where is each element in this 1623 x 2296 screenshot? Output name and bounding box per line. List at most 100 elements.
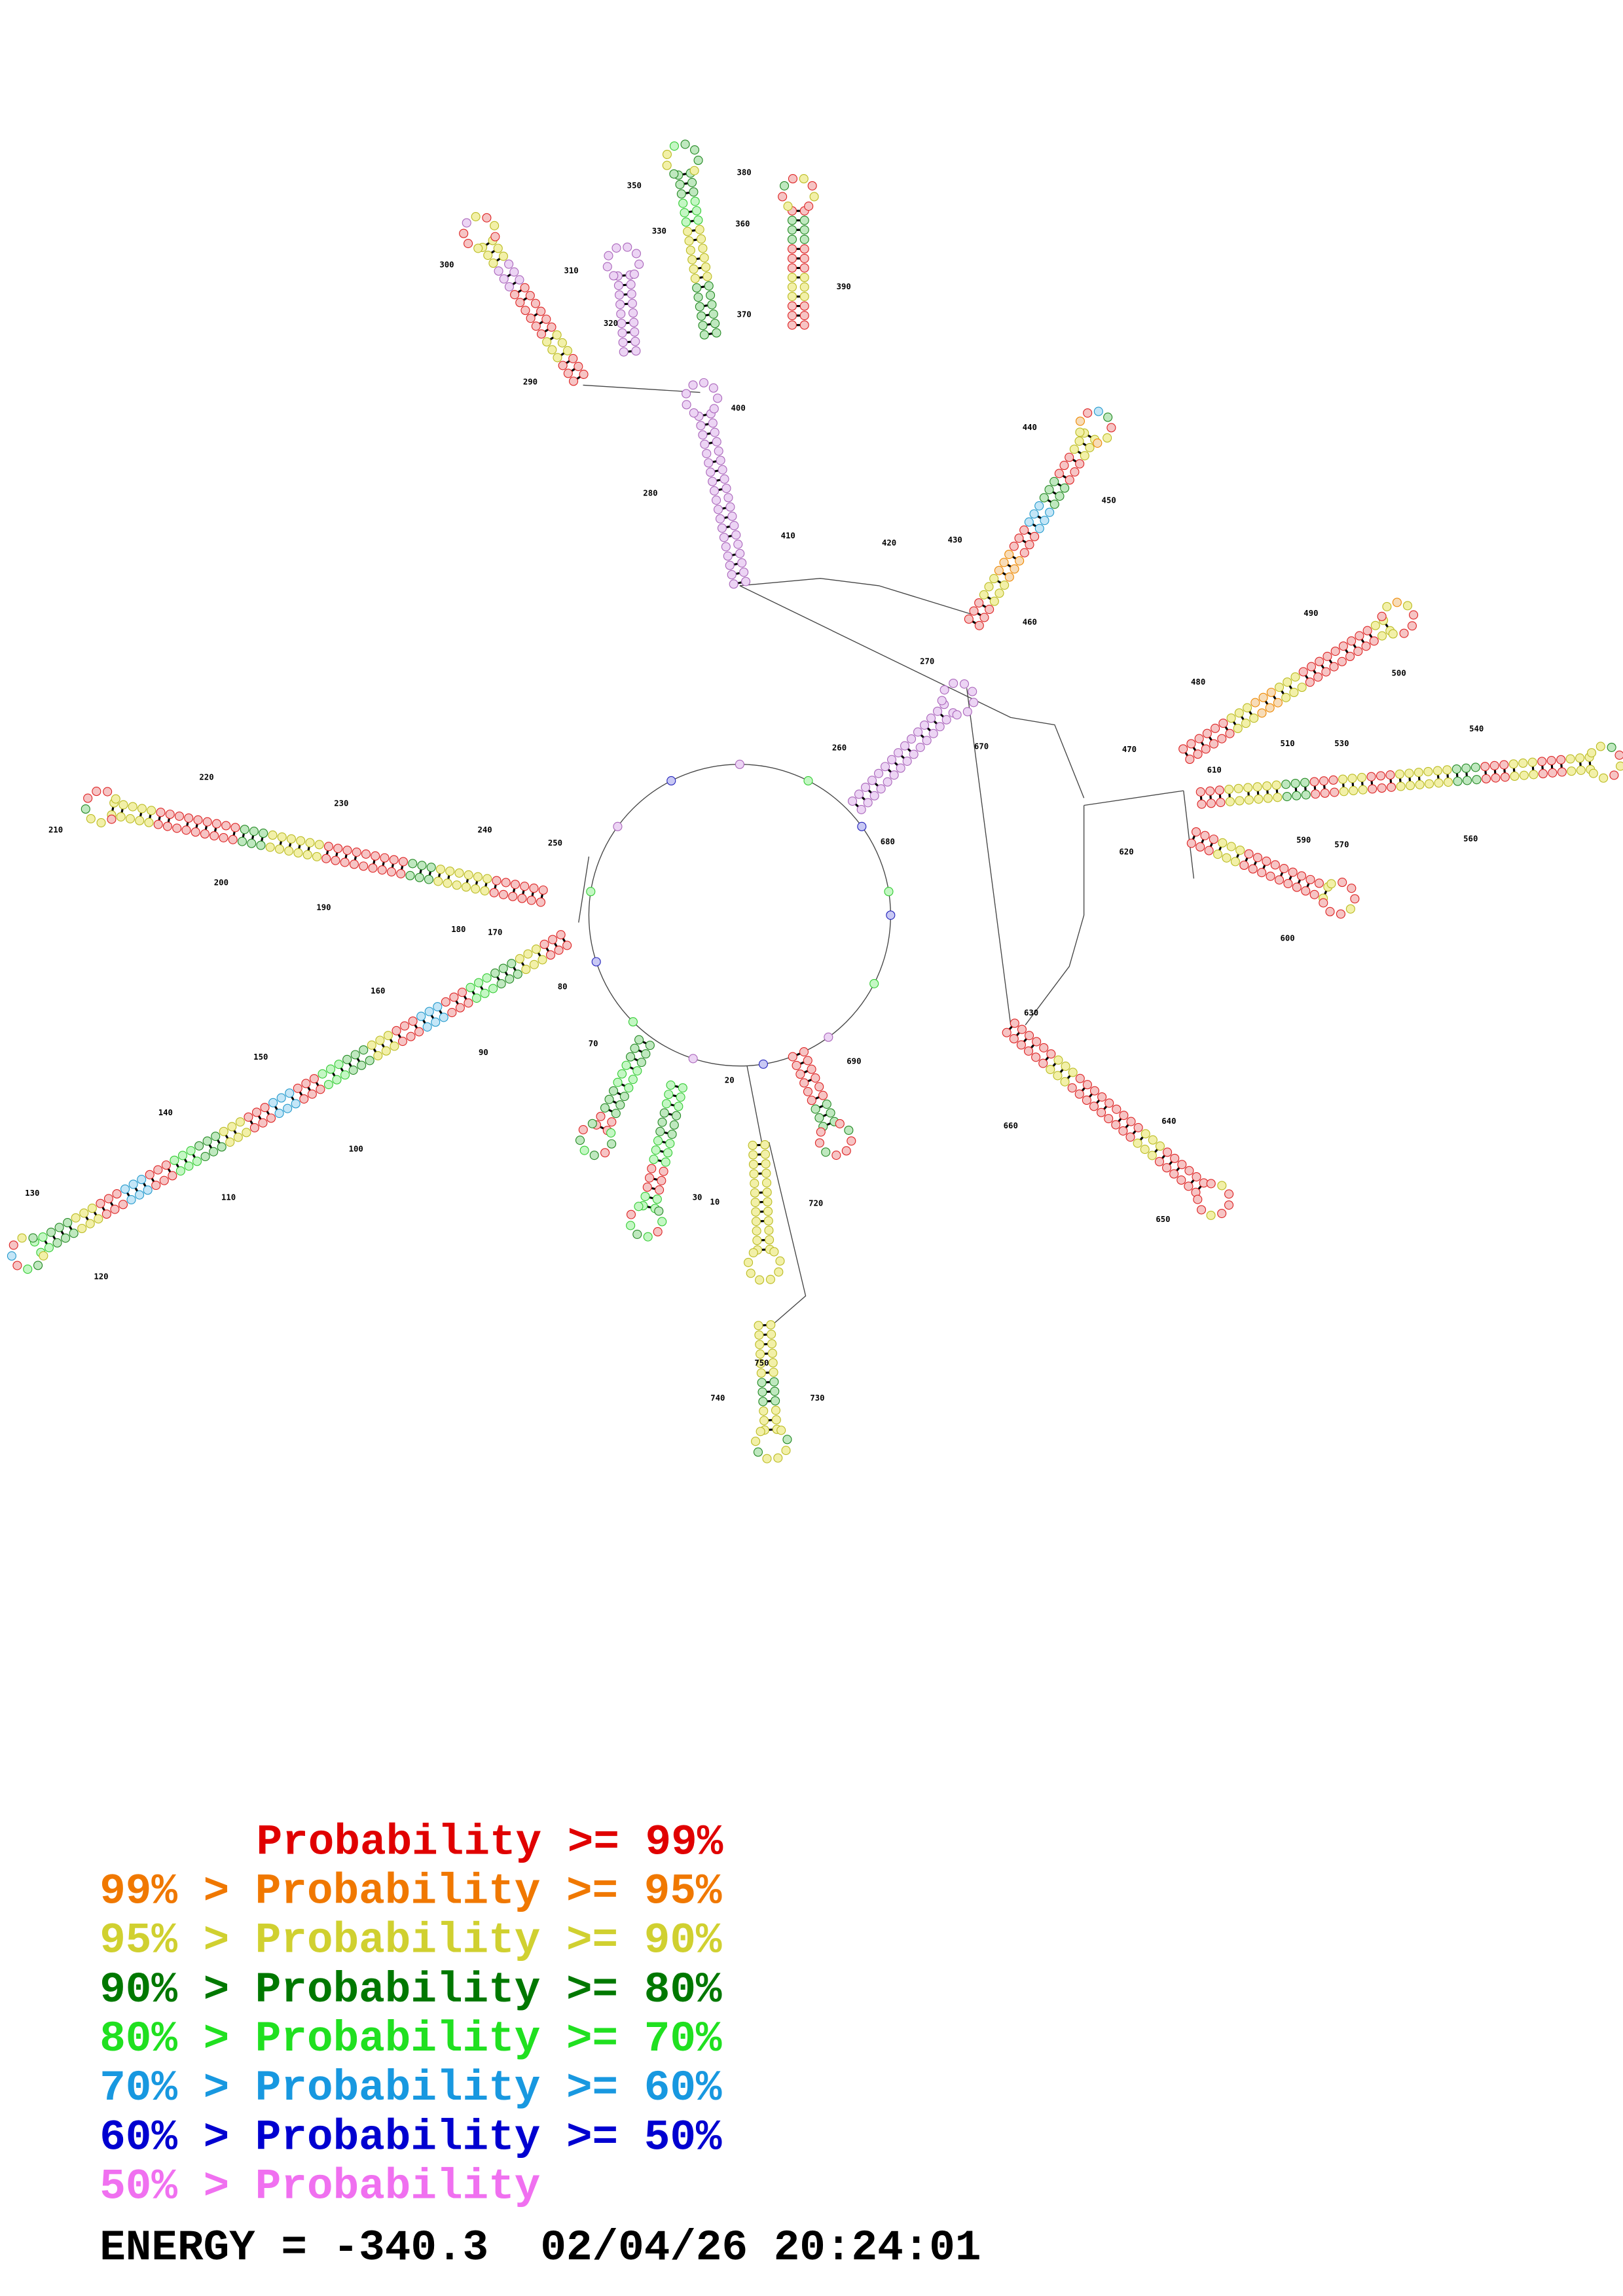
nucleotide bbox=[1016, 1040, 1026, 1050]
nucleotide bbox=[626, 1221, 636, 1230]
nucleotide bbox=[219, 1126, 228, 1136]
nucleotide bbox=[748, 1247, 758, 1258]
nucleotide bbox=[498, 251, 508, 261]
nucleotide bbox=[1491, 773, 1501, 783]
nucleotide bbox=[1336, 909, 1345, 919]
position-label: 300 bbox=[439, 260, 454, 269]
nucleotide bbox=[557, 338, 567, 348]
nucleotide bbox=[629, 269, 639, 279]
nucleotide bbox=[989, 574, 999, 584]
nucleotide bbox=[1039, 493, 1049, 503]
nucleotide bbox=[174, 811, 184, 821]
nucleotide bbox=[1218, 838, 1228, 848]
nucleotide bbox=[1010, 564, 1019, 574]
nucleotide bbox=[835, 1119, 845, 1128]
nucleotide bbox=[12, 1261, 22, 1270]
nucleotide bbox=[787, 301, 797, 311]
nucleotide bbox=[1067, 1083, 1077, 1093]
nucleotide bbox=[645, 1041, 655, 1050]
nucleotide bbox=[657, 1117, 667, 1127]
nucleotide bbox=[1321, 667, 1331, 677]
nucleotide bbox=[886, 910, 896, 920]
nucleotide bbox=[490, 232, 500, 242]
nucleotide bbox=[135, 816, 145, 825]
nucleotide bbox=[9, 1240, 18, 1250]
nucleotide bbox=[617, 328, 627, 338]
position-label: 210 bbox=[48, 825, 63, 834]
nucleotide bbox=[251, 1107, 262, 1117]
nucleotide bbox=[1169, 1169, 1179, 1179]
position-label: 530 bbox=[1334, 739, 1349, 748]
nucleotide bbox=[1060, 483, 1070, 493]
nucleotide bbox=[1347, 774, 1357, 783]
position-label: 310 bbox=[564, 266, 578, 275]
nucleotide bbox=[607, 1139, 617, 1149]
nucleotide bbox=[471, 884, 481, 894]
nucleotide bbox=[465, 982, 475, 992]
nucleotide bbox=[538, 885, 548, 895]
nucleotide bbox=[17, 1233, 27, 1243]
nucleotide bbox=[509, 267, 519, 277]
nucleotide bbox=[1309, 777, 1319, 787]
nucleotide bbox=[228, 834, 238, 844]
nucleotide bbox=[989, 596, 999, 606]
legend-entry: 70% > Probability >= 60% bbox=[100, 2064, 722, 2113]
nucleotide bbox=[449, 992, 459, 1002]
nucleotide bbox=[1529, 770, 1539, 780]
nucleotide bbox=[1263, 793, 1273, 803]
nucleotide bbox=[662, 160, 672, 170]
nucleotide bbox=[323, 1079, 333, 1090]
position-label: 250 bbox=[548, 838, 562, 848]
nucleotide bbox=[531, 321, 541, 331]
nucleotide bbox=[1118, 1126, 1128, 1136]
nucleotide bbox=[1292, 882, 1302, 892]
nucleotide bbox=[767, 1348, 777, 1358]
nucleotide bbox=[1019, 548, 1029, 558]
nucleotide bbox=[799, 272, 809, 283]
nucleotide bbox=[818, 1090, 828, 1100]
nucleotide bbox=[1241, 719, 1251, 728]
nucleotide bbox=[523, 949, 533, 959]
nucleotide bbox=[69, 1229, 79, 1238]
nucleotide bbox=[969, 698, 979, 708]
nucleotide bbox=[237, 836, 247, 846]
nucleotide bbox=[799, 320, 809, 330]
nucleotide bbox=[1244, 849, 1254, 859]
nucleotide bbox=[1082, 1080, 1092, 1090]
nucleotide bbox=[775, 1256, 785, 1266]
nucleotide bbox=[778, 192, 788, 202]
nucleotide bbox=[762, 1454, 772, 1463]
nucleotide bbox=[803, 1056, 812, 1066]
nucleotide bbox=[371, 851, 380, 861]
nucleotide bbox=[85, 1219, 95, 1229]
nucleotide bbox=[799, 244, 809, 254]
nucleotide bbox=[392, 1026, 401, 1035]
nucleotide bbox=[589, 1151, 599, 1160]
position-label: 80 bbox=[558, 982, 568, 991]
nucleotide bbox=[792, 1060, 801, 1070]
nucleotide bbox=[984, 582, 994, 592]
nucleotide bbox=[782, 1435, 792, 1444]
nucleotide bbox=[1214, 785, 1224, 795]
nucleotide bbox=[1480, 762, 1490, 772]
legend-entry: Probability >= 99% bbox=[257, 1818, 723, 1867]
nucleotide bbox=[710, 319, 720, 329]
nucleotide bbox=[529, 884, 539, 893]
nucleotide bbox=[1423, 766, 1433, 776]
nucleotide bbox=[1070, 467, 1080, 477]
nucleotide bbox=[1350, 894, 1360, 904]
nucleotide bbox=[536, 897, 546, 907]
nucleotide bbox=[760, 1149, 771, 1159]
nucleotide bbox=[884, 887, 894, 897]
nucleotide bbox=[708, 309, 718, 319]
nucleotide bbox=[162, 821, 172, 831]
nucleotide bbox=[383, 1031, 393, 1041]
position-label: 440 bbox=[1023, 423, 1037, 432]
position-label: 640 bbox=[1161, 1117, 1176, 1126]
nucleotide bbox=[713, 505, 723, 514]
nucleotide bbox=[621, 1060, 631, 1070]
nucleotide bbox=[1162, 1163, 1172, 1173]
legend-entry: 60% > Probability >= 50% bbox=[100, 2113, 722, 2162]
nucleotide bbox=[1243, 703, 1252, 713]
